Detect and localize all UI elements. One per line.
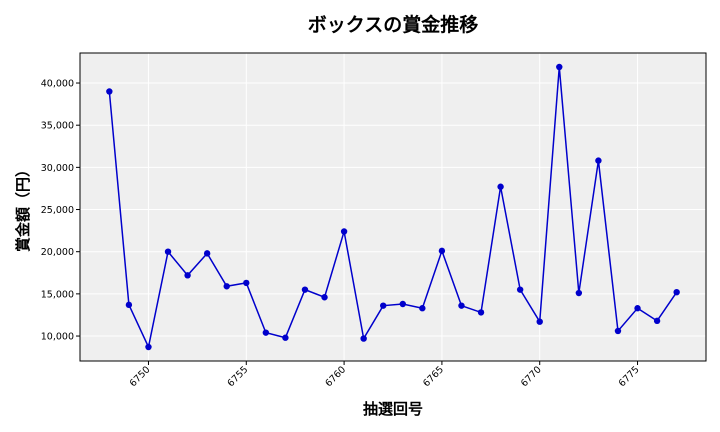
x-tick-label: 6775 — [617, 364, 642, 389]
y-tick-label: 40,000 — [41, 79, 74, 90]
data-point — [360, 335, 367, 342]
data-point — [399, 300, 406, 308]
x-axis-ticks: 6750 6755 6760 6765 6770 6775 — [128, 361, 642, 389]
data-point — [438, 247, 446, 255]
chart-title: ボックスの賞金推移 — [308, 13, 478, 36]
data-point — [203, 250, 211, 257]
data-point — [516, 286, 524, 293]
y-tick-label: 20,000 — [41, 247, 74, 258]
data-point — [497, 183, 504, 190]
data-point — [614, 327, 622, 335]
plot-area — [79, 52, 707, 362]
data-point — [106, 88, 113, 95]
data-point — [575, 289, 583, 297]
series-layer — [106, 63, 680, 351]
data-point — [184, 272, 191, 279]
x-tick-label: 6760 — [323, 364, 348, 389]
data-point — [595, 157, 602, 164]
data-point — [282, 334, 289, 341]
data-point — [458, 302, 465, 309]
data-point — [164, 248, 172, 255]
data-point — [634, 305, 641, 312]
y-tick-label: 15,000 — [41, 289, 74, 300]
x-axis-label: 抽選回号 — [363, 400, 423, 418]
series-line — [108, 66, 678, 350]
y-tick-label: 25,000 — [41, 205, 74, 216]
data-point — [536, 318, 543, 325]
data-point — [340, 228, 348, 235]
y-tick-label: 30,000 — [41, 163, 74, 174]
data-point — [125, 301, 133, 309]
data-point — [321, 294, 328, 301]
data-point — [262, 329, 270, 336]
data-point — [223, 283, 230, 290]
x-tick-label: 6750 — [128, 364, 153, 389]
y-tick-label: 35,000 — [41, 121, 74, 132]
x-tick-label: 6755 — [226, 364, 251, 389]
data-point — [243, 279, 250, 287]
data-point — [673, 288, 680, 296]
data-point — [477, 309, 485, 316]
y-tick-label: 10,000 — [41, 332, 74, 343]
y-axis-ticks: 10,000 15,000 20,000 25,000 30,000 35,000 40,0… — [41, 79, 80, 343]
y-axis-label: 賞金額（円） — [14, 162, 32, 252]
data-point — [301, 286, 309, 293]
data-point — [556, 63, 563, 71]
data-point — [653, 317, 661, 325]
data-point — [419, 305, 426, 312]
data-point — [145, 343, 152, 351]
x-tick-label: 6765 — [421, 364, 446, 389]
plot-frame — [79, 52, 707, 362]
x-tick-label: 6770 — [519, 364, 544, 389]
data-point — [380, 302, 387, 309]
